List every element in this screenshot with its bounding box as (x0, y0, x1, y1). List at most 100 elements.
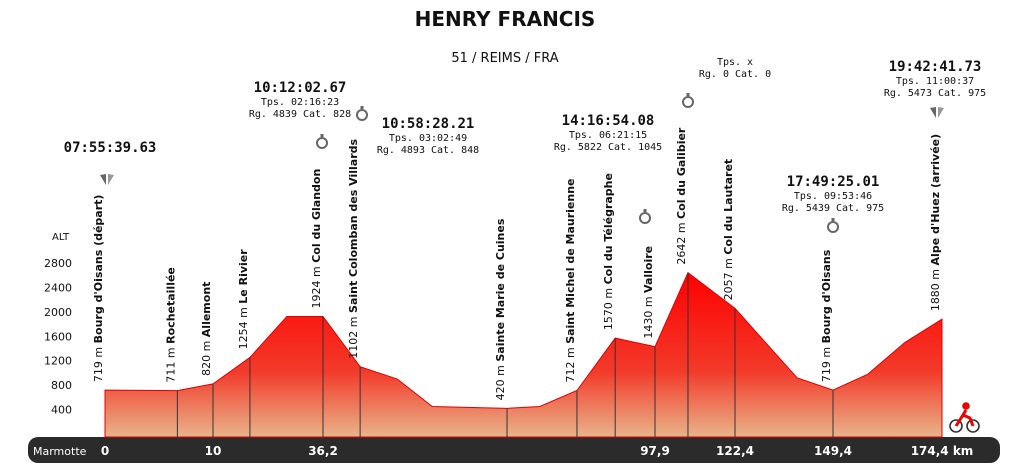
waypoint-altitude: 1570 m (602, 288, 615, 330)
y-tick-label: 1600 (44, 330, 72, 343)
flag-left (930, 107, 936, 118)
y-tick-label: 2400 (44, 281, 72, 294)
x-tick-label: 122,4 (716, 444, 754, 458)
waypoint-altitude: 1924 m (310, 266, 323, 308)
checkpoint-tps: Tps. 02:16:23 (261, 97, 339, 108)
waypoint-altitude: 1430 m (642, 296, 655, 338)
flag-right (938, 107, 944, 118)
waypoint-name: Col du Glandon (310, 169, 323, 263)
checkpoint-rank: Rg. 5473 Cat. 975 (884, 88, 986, 99)
checkpoint-rank: Rg. 5822 Cat. 1045 (554, 142, 662, 153)
stopwatch-top (831, 218, 835, 221)
y-tick-label: 400 (51, 404, 72, 417)
stopwatch-icon (682, 93, 694, 108)
waypoint-name: Valloire (642, 246, 655, 293)
stopwatch-top (360, 106, 364, 109)
waypoint-altitude: 1880 m (929, 269, 942, 311)
waypoint-label: 719 m Bourg d'Oisans (820, 249, 833, 382)
waypoint-name: Le Rivier (237, 249, 250, 304)
stopwatch-top (643, 209, 647, 212)
finish-flag-icon (100, 174, 114, 185)
waypoint-altitude: 1254 m (237, 307, 250, 349)
waypoint-label: 2642 m Col du Galibier (675, 127, 688, 265)
x-tick-label: 0 (101, 444, 109, 458)
x-tick-label: 36,2 (308, 444, 338, 458)
waypoint-label: 711 m Rochetaillée (164, 267, 177, 382)
waypoint-label: 712 m Saint Michel de Maurienne (564, 178, 577, 382)
waypoint-altitude: 711 m (164, 347, 177, 382)
waypoint-name: Saint Michel de Maurienne (564, 178, 577, 343)
waypoint-name: Bourg d'Oisans (départ) (92, 195, 105, 344)
stopwatch-top (320, 134, 324, 137)
course-name: Marmotte (33, 445, 87, 458)
waypoint-label: 1570 m Col du Télégraphe (602, 173, 615, 330)
elevation-area (104, 271, 943, 438)
waypoint-label: 420 m Sainte Marie de Cuines (494, 218, 507, 400)
finish-flag-icon (930, 107, 944, 118)
waypoint-label: 1880 m Alpe d'Huez (arrivée) (929, 134, 942, 311)
stopwatch-icon (639, 209, 651, 224)
stopwatch-body (356, 109, 368, 121)
waypoint-name: Rochetaillée (164, 267, 177, 344)
stopwatch-icon (356, 106, 368, 121)
checkpoint-time: 14:16:54.08 (562, 113, 655, 129)
y-tick-label: 1200 (44, 355, 72, 368)
checkpoint-rank: Rg. 4893 Cat. 848 (377, 145, 479, 156)
stopwatch-body (682, 96, 694, 108)
waypoint-altitude: 712 m (564, 347, 577, 382)
checkpoint-tps: Tps. 09:53:46 (794, 191, 872, 202)
waypoint-name: Bourg d'Oisans (820, 249, 833, 343)
checkpoint-time: 10:58:28.21 (382, 116, 475, 132)
checkpoint-tps: Tps. 06:21:15 (569, 130, 647, 141)
waypoint-altitude: 2642 m (675, 222, 688, 264)
km-bar (28, 437, 1000, 463)
waypoint-altitude: 820 m (200, 341, 213, 376)
waypoint-altitude: 719 m (92, 347, 105, 382)
flag-right (108, 174, 114, 185)
waypoint-label: 1102 m Saint Colomban des Villards (347, 139, 360, 359)
waypoint-altitude: 1102 m (347, 316, 360, 358)
checkpoint-tps: Tps. 11:00:37 (896, 76, 974, 87)
x-tick-label: 10 (205, 444, 222, 458)
flag-left (100, 174, 106, 185)
stopwatch-body (827, 221, 839, 233)
stopwatch-body (316, 137, 328, 149)
waypoint-name: Alpe d'Huez (arrivée) (929, 134, 942, 266)
stopwatch-top (686, 93, 690, 96)
checkpoint-time: 19:42:41.73 (889, 59, 982, 75)
checkpoint-time: 07:55:39.63 (64, 140, 157, 156)
waypoint-label: 820 m Allemont (200, 282, 213, 376)
checkpoint-tps: Tps. 03:02:49 (389, 133, 467, 144)
stopwatch-icon (316, 134, 328, 149)
waypoint-label: 1924 m Col du Glandon (310, 169, 323, 309)
waypoint-name: Col du Lautaret (722, 159, 735, 255)
waypoint-name: Sainte Marie de Cuines (494, 218, 507, 361)
x-tick-label: 174,4 km (911, 444, 974, 458)
checkpoint-rank: Rg. 4839 Cat. 828 (249, 109, 351, 120)
subtitle: 51 / REIMS / FRA (451, 51, 558, 66)
waypoint-name: Col du Galibier (675, 127, 688, 219)
y-tick-label: 2000 (44, 306, 72, 319)
checkpoint-rank: Rg. 0 Cat. 0 (699, 69, 771, 80)
cyclist-icon (949, 402, 980, 433)
y-axis-label: ALT (52, 232, 70, 243)
waypoint-label: 1430 m Valloire (642, 246, 655, 339)
checkpoint-tps: Tps. x (717, 57, 753, 68)
x-tick-label: 97,9 (640, 444, 670, 458)
title: HENRY FRANCIS (415, 7, 596, 31)
waypoint-label: 1254 m Le Rivier (237, 249, 250, 350)
stopwatch-icon (827, 218, 839, 233)
y-tick-label: 2800 (44, 257, 72, 270)
stopwatch-body (639, 212, 651, 224)
waypoint-name: Allemont (200, 282, 213, 338)
waypoint-name: Col du Télégraphe (602, 173, 615, 284)
checkpoint-time: 10:12:02.67 (254, 80, 347, 96)
waypoint-name: Saint Colomban des Villards (347, 139, 360, 313)
waypoint-altitude: 719 m (820, 347, 833, 382)
waypoint-label: 719 m Bourg d'Oisans (départ) (92, 195, 105, 383)
checkpoint-time: 17:49:25.01 (787, 174, 880, 190)
waypoint-altitude: 2057 m (722, 258, 735, 300)
x-tick-label: 149,4 (814, 444, 852, 458)
checkpoint-rank: Rg. 5439 Cat. 975 (782, 203, 884, 214)
